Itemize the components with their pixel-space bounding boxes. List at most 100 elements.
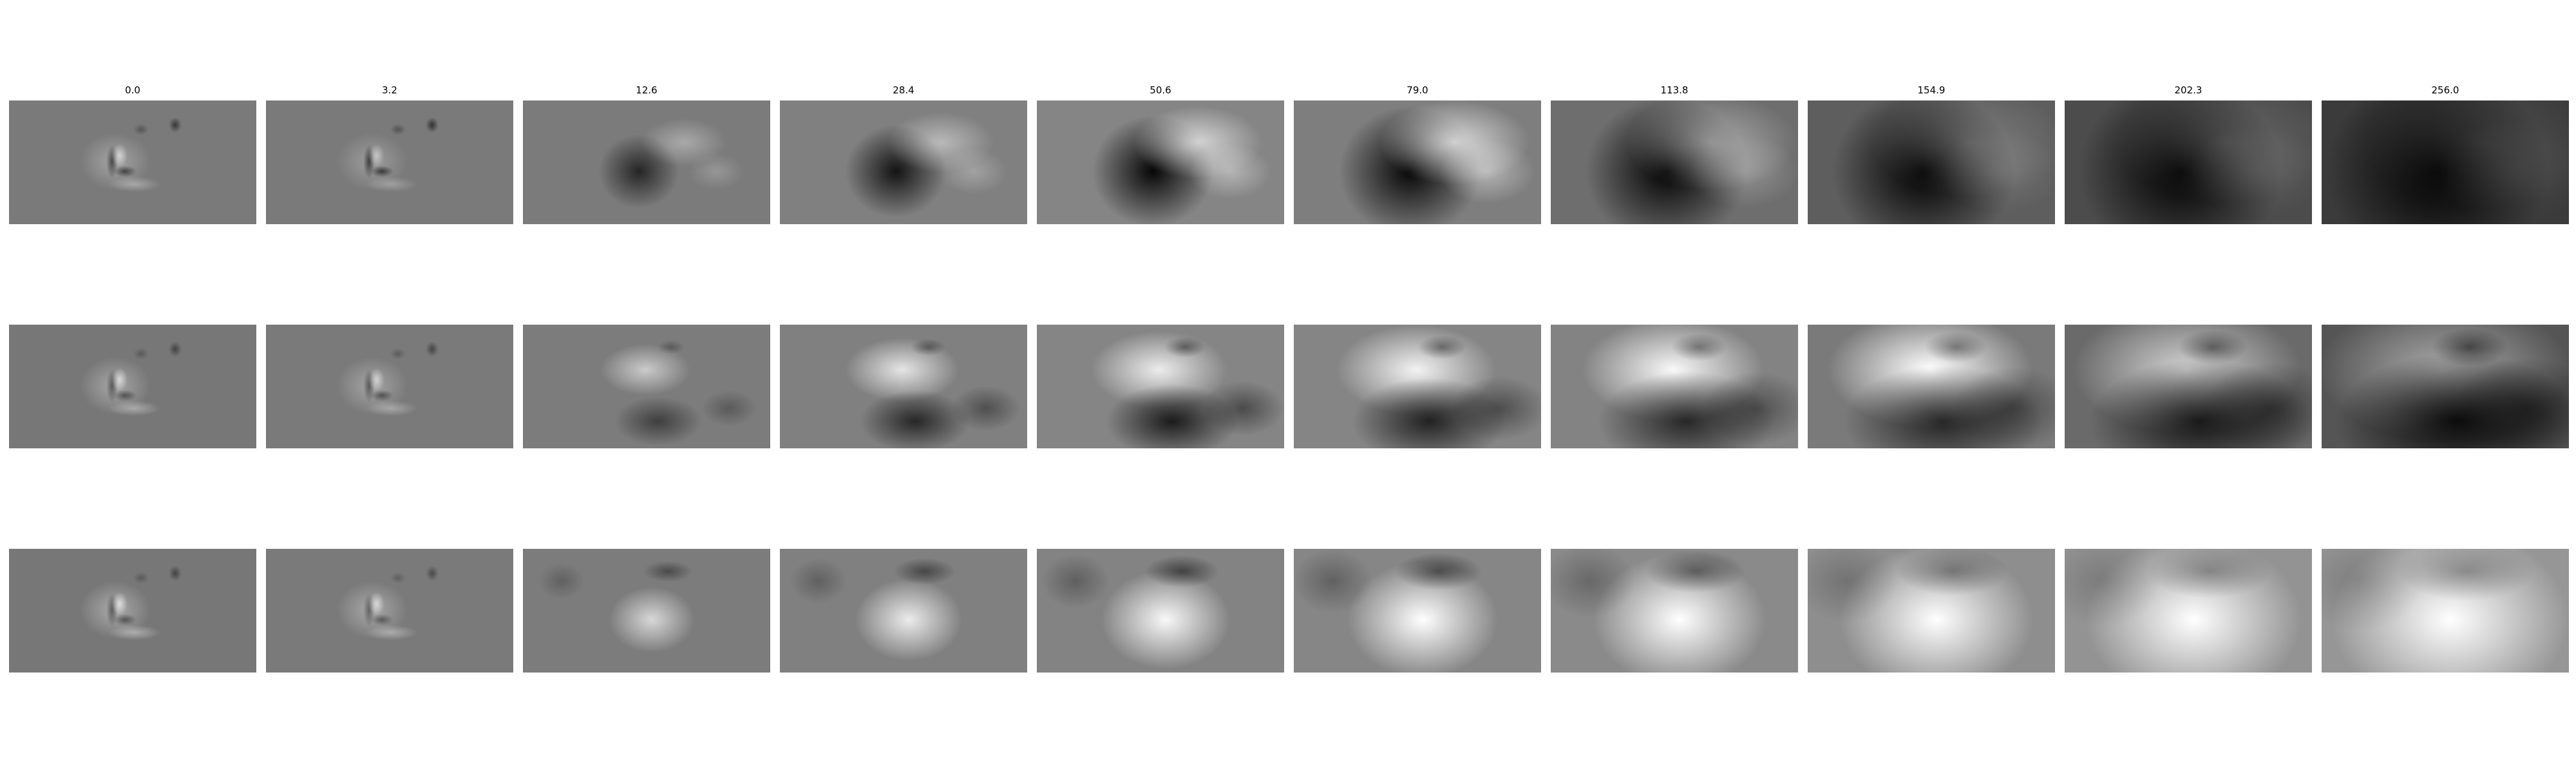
dark-haze xyxy=(701,390,756,427)
column-title: 79.0 xyxy=(1294,84,1541,96)
column-title: 202.3 xyxy=(2065,84,2312,96)
dark-spot xyxy=(426,117,439,133)
dark-spot xyxy=(133,124,149,135)
image-panel xyxy=(2065,549,2312,673)
column-title: 113.8 xyxy=(1551,84,1798,96)
image-panel xyxy=(266,100,513,224)
image-panel xyxy=(2322,325,2569,448)
light-haze xyxy=(1189,144,1271,199)
bright-streak xyxy=(112,592,128,615)
dark-spot xyxy=(911,339,945,356)
dark-blob xyxy=(1396,553,1482,591)
image-panel xyxy=(780,100,1027,224)
column-title: 28.4 xyxy=(780,84,1027,96)
dark-haze xyxy=(1041,553,1110,609)
dark-blob xyxy=(1144,555,1219,587)
dark-spot xyxy=(1925,332,1987,363)
image-panel xyxy=(1551,325,1798,448)
dark-spot xyxy=(1671,334,1727,361)
bright-rim xyxy=(366,625,417,640)
image-panel xyxy=(9,325,256,448)
column-title: 256.0 xyxy=(2322,84,2569,96)
bright-streak xyxy=(112,144,128,167)
dark-haze xyxy=(952,385,1021,431)
light-haze xyxy=(1689,135,1798,208)
image-panel xyxy=(1294,100,1541,224)
column-title: 12.6 xyxy=(523,84,770,96)
bright-rim xyxy=(109,177,160,192)
bright-rim xyxy=(366,401,417,416)
image-panel xyxy=(780,325,1027,448)
light-haze xyxy=(688,153,743,190)
image-panel xyxy=(266,325,513,448)
light-blob xyxy=(855,578,962,661)
image-panel xyxy=(9,100,256,224)
dark-spot xyxy=(133,572,149,584)
dark-spot xyxy=(2432,328,2508,366)
image-panel xyxy=(1551,100,1798,224)
image-panel xyxy=(1551,549,1798,673)
dark-spot xyxy=(658,340,685,354)
dark-haze xyxy=(790,558,848,604)
dark-streak xyxy=(370,614,393,625)
dark-streak xyxy=(370,390,393,401)
bright-rim xyxy=(109,401,160,416)
dark-spot xyxy=(426,566,439,581)
dark-spot xyxy=(2178,330,2247,365)
image-panel xyxy=(1037,325,1284,448)
bright-streak xyxy=(112,368,128,391)
column-title: 3.2 xyxy=(266,84,513,96)
image-panel xyxy=(2065,100,2312,224)
image-panel xyxy=(780,549,1027,673)
image-panel xyxy=(2322,100,2569,224)
bright-streak xyxy=(369,144,384,167)
dark-haze xyxy=(1294,549,1373,613)
dark-streak xyxy=(370,166,393,177)
image-panel xyxy=(9,549,256,673)
dark-blob xyxy=(643,560,693,582)
column-title: 0.0 xyxy=(9,84,256,96)
light-haze xyxy=(1439,139,1535,204)
dark-spot xyxy=(133,348,149,359)
dark-spot xyxy=(426,341,439,357)
dark-streak xyxy=(113,166,137,177)
dark-haze xyxy=(1202,381,1284,436)
image-panel xyxy=(523,100,770,224)
image-panel xyxy=(2065,325,2312,448)
dark-streak xyxy=(113,390,137,401)
dark-streak xyxy=(113,614,137,625)
light-haze xyxy=(939,148,1008,194)
dark-blob xyxy=(894,558,956,585)
dark-spot xyxy=(390,348,406,359)
dark-spot xyxy=(169,117,182,133)
bright-rim xyxy=(366,177,417,192)
light-blob xyxy=(609,587,695,653)
bright-streak xyxy=(369,368,384,391)
dark-spot xyxy=(1418,335,1466,359)
dark-spot xyxy=(1164,337,1206,358)
image-panel xyxy=(1294,549,1541,673)
dark-blob xyxy=(614,397,702,446)
dark-spot xyxy=(169,566,182,581)
image-panel xyxy=(1808,549,2055,673)
image-panel xyxy=(1808,100,2055,224)
column-title: 154.9 xyxy=(1808,84,2055,96)
dark-haze xyxy=(539,563,585,600)
dark-spot xyxy=(390,124,406,135)
image-panel xyxy=(266,549,513,673)
dark-spot xyxy=(169,341,182,357)
dark-blob xyxy=(1646,550,1745,593)
image-panel xyxy=(523,549,770,673)
image-panel xyxy=(1037,100,1284,224)
image-panel xyxy=(1808,325,2055,448)
image-panel xyxy=(1294,325,1541,448)
dark-spot xyxy=(390,572,406,584)
bright-rim xyxy=(109,625,160,640)
image-panel xyxy=(2322,549,2569,673)
dark-blob xyxy=(1897,549,2009,596)
image-panel xyxy=(1037,549,1284,673)
column-title: 50.6 xyxy=(1037,84,1284,96)
bright-streak xyxy=(369,592,384,615)
image-panel xyxy=(523,325,770,448)
